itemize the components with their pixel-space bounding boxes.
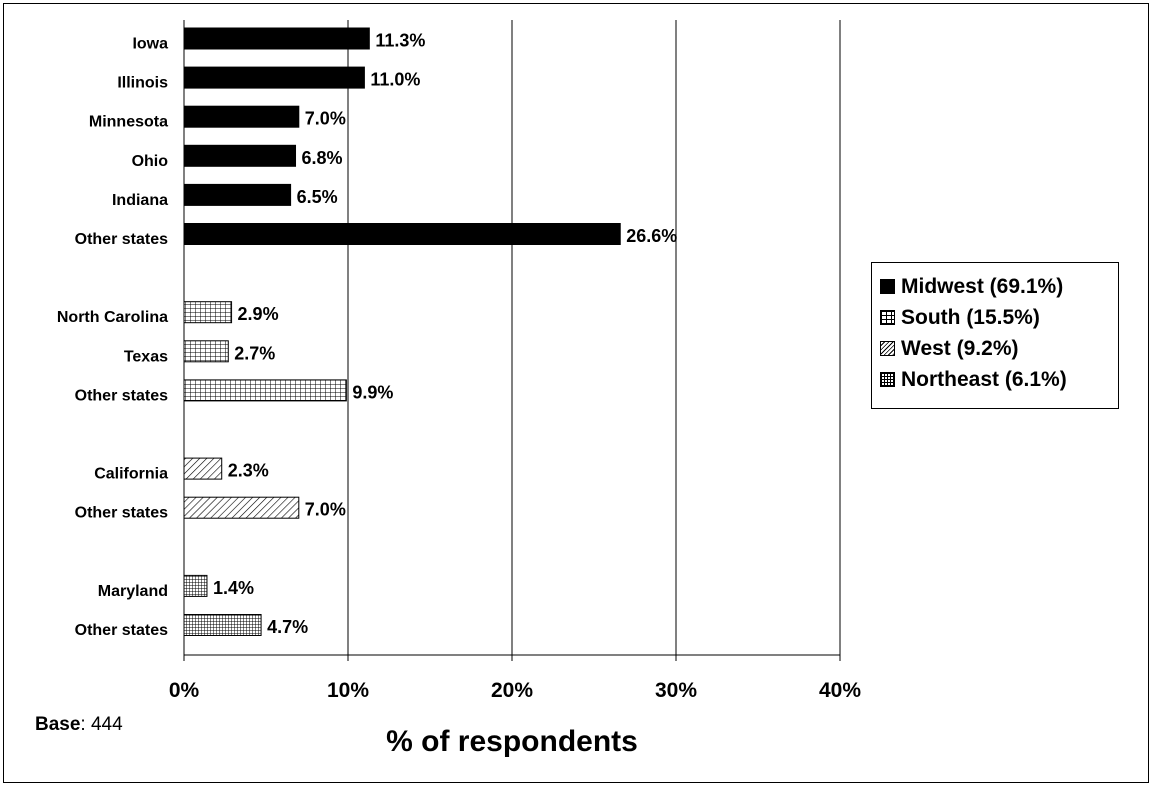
- category-label: North Carolina: [57, 309, 168, 326]
- category-label: Iowa: [132, 36, 168, 53]
- bar: [183, 301, 233, 324]
- x-tick-label: 0%: [169, 679, 200, 702]
- data-label: 11.3%: [375, 31, 425, 51]
- base-value: 444: [90, 714, 123, 735]
- category-label: Texas: [124, 348, 168, 365]
- bar: [183, 379, 347, 402]
- legend-item: South (15.5%): [872, 302, 1118, 333]
- data-label: 1.4%: [213, 578, 254, 598]
- data-label: 7.0%: [305, 500, 346, 520]
- gridlines: [183, 20, 841, 661]
- data-label: 4.7%: [267, 617, 308, 637]
- bar: [183, 340, 229, 363]
- x-tick-labels: 0% 10% 20% 30% 40%: [169, 679, 862, 702]
- legend-item: Midwest (69.1%): [872, 271, 1118, 302]
- data-label: 26.6%: [626, 226, 677, 246]
- bar: [183, 27, 370, 50]
- legend-label: West (9.2%): [901, 336, 1019, 360]
- category-label: Illinois: [117, 75, 168, 92]
- category-label: California: [94, 466, 168, 483]
- chart-frame: [3, 3, 1149, 783]
- bar: [183, 183, 292, 206]
- legend-swatch: [880, 310, 895, 325]
- legend-swatch: [880, 372, 895, 387]
- bar: [183, 223, 621, 245]
- bar: [183, 496, 300, 519]
- legend-label: South (15.5%): [901, 305, 1040, 329]
- legend-swatch: [880, 341, 895, 356]
- data-label: 9.9%: [352, 382, 393, 402]
- category-label: Indiana: [112, 192, 168, 209]
- legend-item: West (9.2%): [872, 333, 1118, 364]
- bar: [183, 574, 208, 597]
- bar: [183, 66, 365, 89]
- data-label: 2.9%: [238, 304, 279, 324]
- bar: [183, 614, 262, 636]
- category-label: Other states: [75, 231, 168, 248]
- category-label: Other states: [75, 622, 168, 639]
- data-label: 11.0%: [370, 70, 420, 90]
- bar: [183, 457, 223, 480]
- x-tick-label: 10%: [327, 679, 369, 702]
- data-label: 6.5%: [297, 187, 338, 207]
- legend-label: Midwest (69.1%): [901, 274, 1064, 298]
- category-label: Minnesota: [89, 114, 168, 131]
- value-labels: 11.3% 11.0% 7.0% 6.8% 6.5% 26.6% 2.9% 2.7% 9.9% 2…: [213, 31, 677, 638]
- data-label: 2.3%: [228, 461, 269, 481]
- data-label: 6.8%: [302, 148, 343, 168]
- data-label: 7.0%: [305, 109, 346, 129]
- bars: [183, 27, 621, 636]
- x-tick-label: 20%: [491, 679, 533, 702]
- data-label: 2.7%: [234, 343, 275, 363]
- legend-label: Northeast (6.1%): [901, 367, 1067, 391]
- legend-swatch: [880, 279, 895, 294]
- x-tick-label: 40%: [819, 679, 861, 702]
- category-label: Other states: [75, 387, 168, 404]
- category-labels: Iowa Illinois Minnesota Ohio Indiana Other st…: [57, 36, 168, 640]
- legend-item: Northeast (6.1%): [872, 364, 1118, 395]
- bar: [183, 105, 300, 128]
- category-label: Other states: [75, 505, 168, 522]
- legend: Midwest (69.1%) South (15.5%) West (9.2%) N…: [871, 262, 1119, 409]
- category-label: Ohio: [132, 153, 169, 170]
- x-tick-label: 30%: [655, 679, 697, 702]
- bar: [183, 144, 297, 167]
- category-label: Maryland: [98, 583, 168, 600]
- base-note: Base: 444: [35, 714, 123, 735]
- x-axis-title: % of respondents: [386, 725, 638, 758]
- base-label: Base: [35, 714, 81, 735]
